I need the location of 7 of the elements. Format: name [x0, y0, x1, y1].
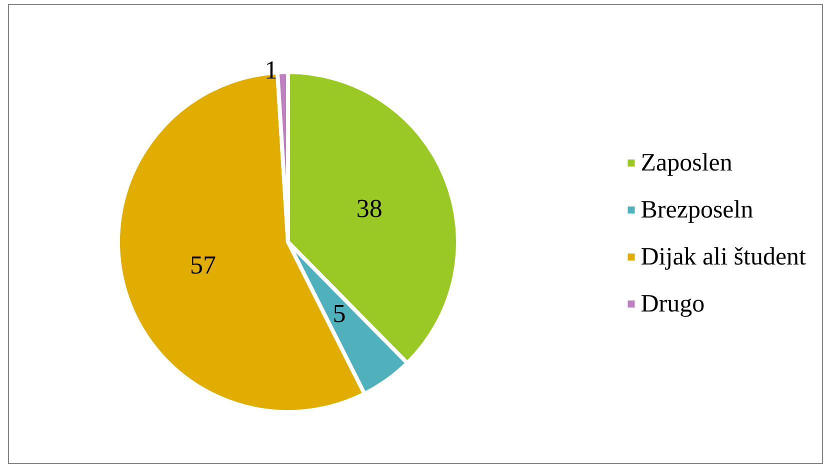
legend-label: Zaposlen	[640, 150, 733, 176]
data-label: 5	[332, 299, 346, 328]
legend-label: Dijak ali študent	[640, 244, 806, 270]
legend-label: Drugo	[640, 290, 705, 318]
data-label: 57	[190, 250, 216, 280]
legend-label: Brezposeln	[640, 196, 754, 224]
data-label: 38	[356, 194, 382, 224]
